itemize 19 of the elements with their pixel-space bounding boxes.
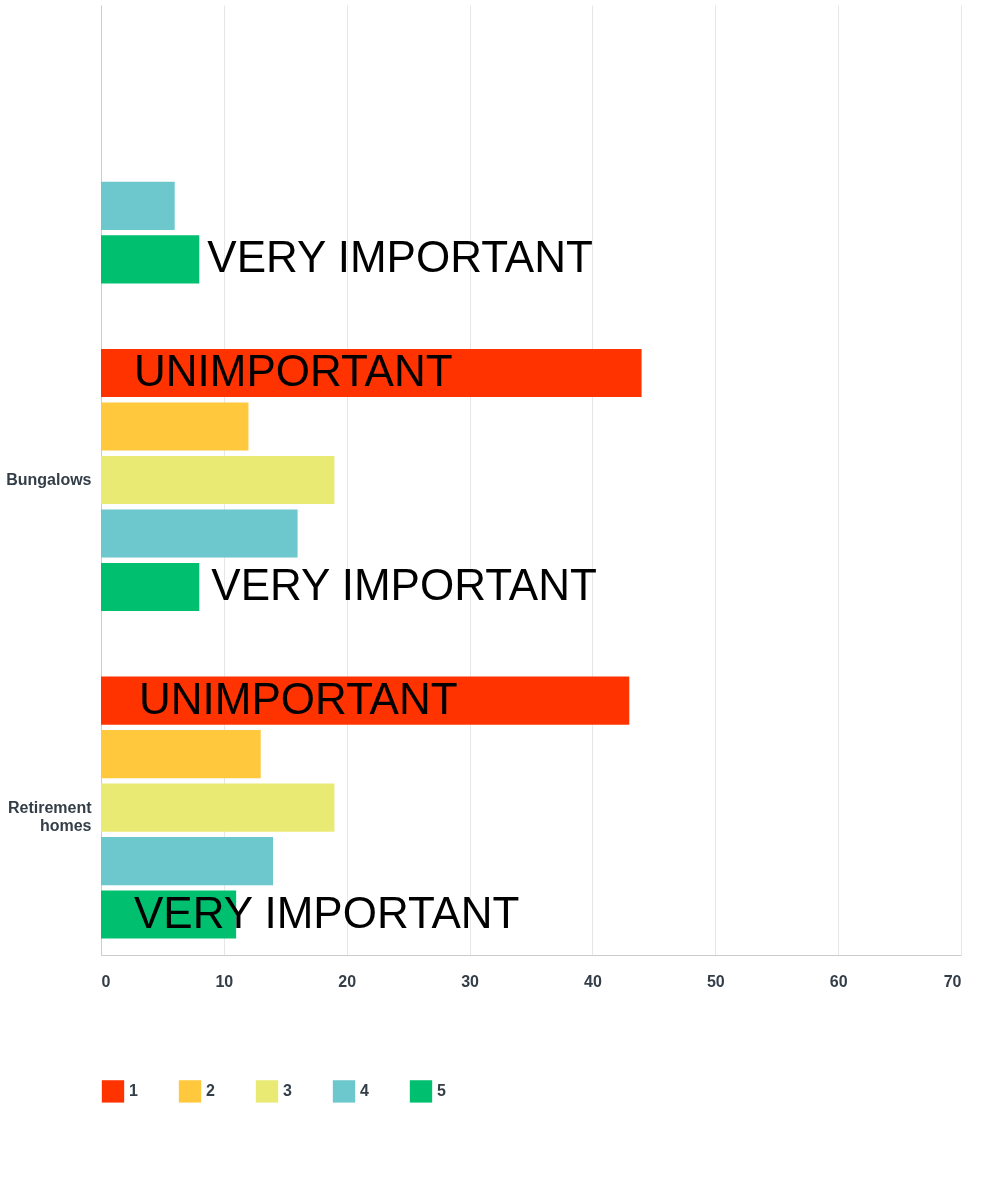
annotation: UNIMPORTANT	[139, 673, 458, 723]
x-tick-label: 20	[338, 972, 357, 990]
x-tick-label: 30	[461, 972, 480, 990]
y-tick-label: Bungalows	[6, 471, 92, 488]
x-tick-label: 0	[101, 972, 111, 990]
annotation: VERY IMPORTANT	[211, 559, 597, 609]
x-tick-label: 60	[829, 972, 848, 990]
legend-label: 5	[437, 1082, 446, 1100]
x-tick-label: 50	[706, 972, 725, 990]
x-tick-label: 10	[215, 972, 234, 990]
legend-label: 4	[360, 1082, 369, 1100]
y-tick-label: Retirement homes	[7, 798, 93, 834]
legend-label: 3	[283, 1082, 292, 1100]
annotation: VERY IMPORTANT	[207, 232, 593, 282]
legend-label: 1	[129, 1082, 138, 1100]
x-tick-label: 70	[943, 972, 962, 990]
annotation: UNIMPORTANT	[134, 346, 453, 396]
legend-label: 2	[206, 1082, 215, 1100]
x-tick-label: 40	[584, 972, 602, 990]
